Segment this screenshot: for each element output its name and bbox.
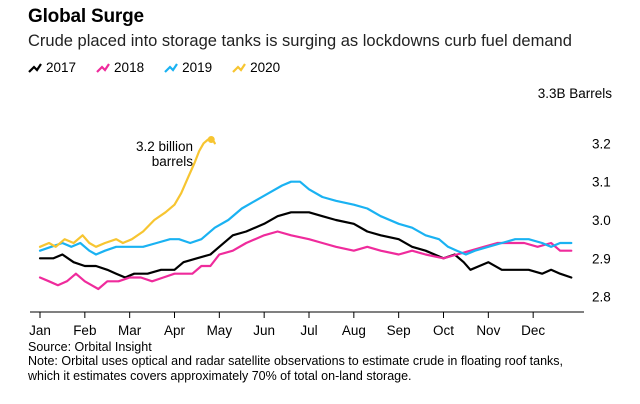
y-tick-label-3-2: 3.2 — [592, 136, 611, 151]
series-line-2020 — [38, 138, 216, 248]
footnote: Note: Orbital uses optical and radar sat… — [28, 354, 618, 384]
y-tick-label-3-1: 3.1 — [592, 175, 611, 190]
y-tick-label-2-8: 2.8 — [592, 290, 611, 305]
x-tick-label-dec: Dec — [521, 323, 545, 338]
x-tick-label-feb: Feb — [73, 323, 96, 338]
series-line-2018 — [38, 230, 573, 291]
legend-item-2020: 2020 — [232, 60, 280, 75]
x-tick-label-oct: Oct — [433, 323, 454, 338]
legend-item-2019: 2019 — [164, 60, 212, 75]
x-tick-label-may: May — [207, 323, 233, 338]
annotation-line-2: barrels — [152, 154, 194, 169]
y-axis-unit-label: 3.3B Barrels — [537, 86, 612, 101]
x-tick-label-aug: Aug — [342, 323, 366, 338]
legend-label-2018: 2018 — [114, 60, 145, 75]
x-tick-label-nov: Nov — [476, 323, 500, 338]
series-2020-end-marker — [207, 136, 215, 143]
legend-item-2017: 2017 — [28, 60, 76, 75]
legend-label-2017: 2017 — [46, 60, 77, 75]
x-tick-label-sep: Sep — [387, 323, 411, 338]
legend-item-2018: 2018 — [96, 60, 144, 75]
source-note: Source: Orbital Insight — [28, 340, 152, 354]
legend: 2017 2018 2019 2020 — [28, 60, 300, 75]
legend-swatch-2017 — [28, 62, 42, 73]
x-tick-label-apr: Apr — [164, 323, 186, 338]
annotation-line-1: 3.2 billion — [136, 139, 193, 154]
y-tick-label-3-0: 3.0 — [592, 213, 611, 228]
legend-label-2019: 2019 — [182, 60, 213, 75]
series-line-2019 — [38, 180, 573, 256]
legend-swatch-2019 — [164, 62, 179, 73]
x-tick-label-jul: Jul — [300, 323, 317, 338]
y-tick-label-2-9: 2.9 — [592, 251, 611, 266]
legend-swatch-2020 — [232, 62, 247, 73]
chart-title: Global Surge — [28, 6, 144, 27]
footnote-line-1: Note: Orbital uses optical and radar sat… — [28, 354, 564, 368]
series-line-2017 — [38, 211, 573, 279]
x-tick-label-jun: Jun — [253, 323, 275, 338]
legend-label-2020: 2020 — [250, 60, 281, 75]
legend-swatch-2018 — [96, 62, 110, 73]
chart-subtitle: Crude placed into storage tanks is surgi… — [28, 32, 572, 50]
x-tick-label-mar: Mar — [118, 323, 142, 338]
x-tick-label-jan: Jan — [29, 323, 51, 338]
footnote-line-2: which it estimates covers approximately … — [28, 369, 412, 383]
